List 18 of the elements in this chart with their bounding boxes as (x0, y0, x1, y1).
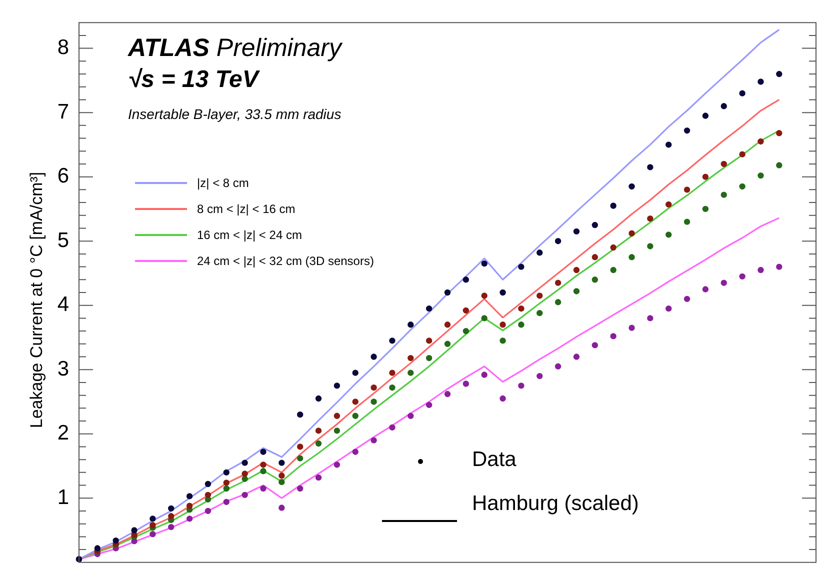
text: √s = 13 TeV (128, 66, 258, 94)
annotation: Data (472, 448, 516, 472)
y-tick-label: 3 (57, 357, 69, 380)
annotation: Hamburg (scaled) (472, 492, 639, 516)
y-tick-label: 2 (57, 422, 69, 445)
y-axis-title: Leakage Current at 0 °C [mA/cm³] (27, 172, 47, 428)
legend-label: |z| < 8 cm (197, 176, 249, 190)
annotation: Insertable B-layer, 33.5 mm radius (128, 106, 342, 122)
y-tick-label: 4 (57, 293, 70, 316)
text: ATLAS Preliminary (128, 34, 342, 63)
legend-label: 24 cm < |z| < 32 cm (3D sensors) (197, 254, 374, 268)
y-tick-label: 1 (57, 486, 69, 509)
legend-label: 8 cm < |z| < 16 cm (197, 202, 296, 216)
y-tick-label: 6 (57, 164, 69, 188)
y-tick-label: 5 (57, 228, 69, 252)
y-tick-label: 8 (57, 36, 69, 60)
legend-label: 16 cm < |z| < 24 cm (197, 228, 302, 242)
y-tick-label: 7 (57, 100, 69, 124)
